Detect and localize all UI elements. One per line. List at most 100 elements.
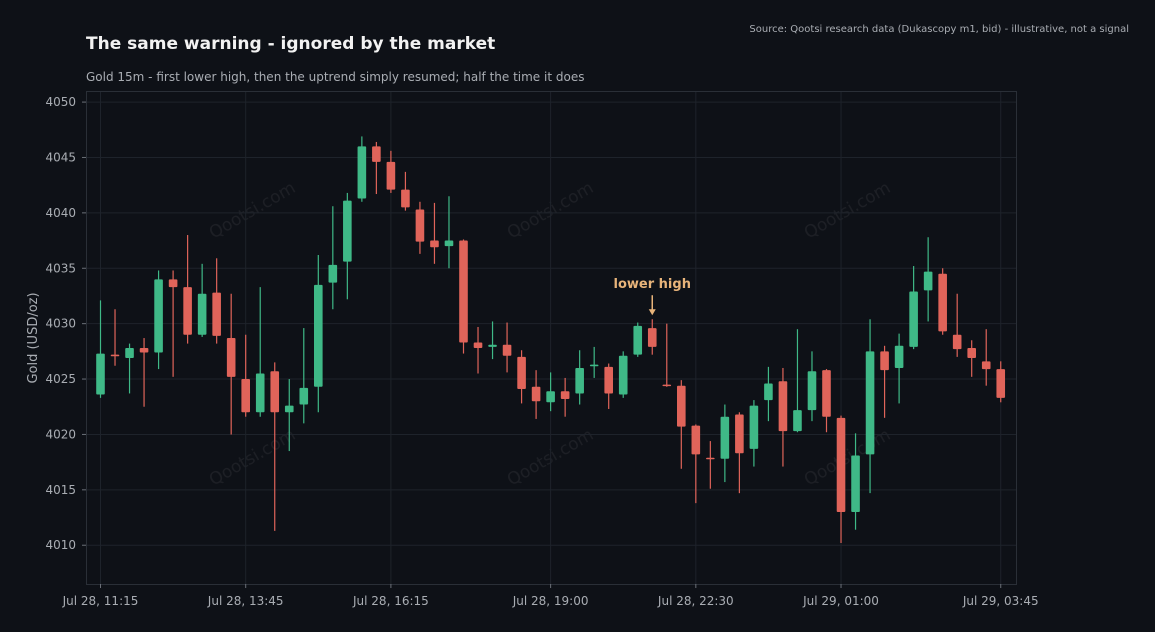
candle-body [299,387,309,405]
candle-body [909,291,918,347]
candle-down [735,412,744,494]
candle-up [488,321,497,360]
candle-up [909,266,918,350]
gridlines [86,91,1016,584]
candle-body [647,328,657,347]
watermark-text: Qootsi.com [801,178,894,243]
candle-body [226,338,236,377]
chart-subtitle: Gold 15m - first lower high, then the up… [86,70,585,84]
candle-body [749,405,759,449]
x-tick-label: Jul 28, 19:00 [512,594,589,608]
candle-body [706,457,715,460]
candle-up [807,351,817,422]
y-tick-label: 4045 [45,150,76,164]
candle-body [735,414,744,454]
candle-down [386,150,396,193]
candle-body [125,348,134,358]
candle-body [691,425,701,455]
x-tick-label: Jul 28, 11:15 [62,594,139,608]
candle-body [923,271,933,291]
candle-up [96,300,105,398]
candle-body [822,370,831,417]
candle-body [764,383,773,401]
candle-up [749,400,759,467]
candle-up [793,329,802,433]
candle-down [473,326,483,374]
candle-up [720,404,730,483]
candle-down [415,201,425,254]
candle-down [517,350,526,404]
candle-down [183,235,192,344]
candle-body [488,344,497,347]
candle-down [139,338,149,407]
candle-body [241,379,250,413]
chart-title: The same warning - ignored by the market [86,34,496,54]
candle-up [589,346,599,378]
candle-body [328,264,338,283]
y-tick-label: 4030 [45,317,76,331]
candle-body [967,348,976,358]
annotation-arrow-head [648,309,656,316]
candle-body [604,366,613,394]
candle-body [459,240,468,343]
y-axis-label: Gold (USD/oz) [26,292,41,383]
candle-body [996,369,1006,398]
candle-up [923,237,933,322]
y-tick-label: 4050 [45,95,76,109]
candle-down [212,258,221,344]
candle-down [604,363,613,409]
candle-down [938,268,947,335]
y-tick-label: 4040 [45,206,76,220]
candle-body [197,293,207,335]
candle-body [589,364,599,367]
candle-up [633,322,643,357]
candle-body [865,351,875,455]
candle-body [284,405,294,413]
candle-body [255,373,265,413]
candle-down [836,415,846,544]
y-tick-label: 4020 [45,427,76,441]
y-tick-label: 4010 [45,538,76,552]
candle-body [880,351,889,371]
candle-body [212,292,221,336]
candle-down [778,367,788,467]
candle-down [822,369,831,433]
candle-down [647,319,657,355]
candle-up [894,333,904,404]
candle-body [444,240,454,247]
candle-body [981,361,991,370]
watermark-layer: Qootsi.com Qootsi.com Qootsi.comQootsi.com… [206,178,894,490]
candle-down [952,293,962,357]
candle-body [778,381,788,432]
watermark-text: Qootsi.com [206,178,299,243]
candle-down [531,370,541,419]
candle-down [226,293,236,435]
candle-up [284,379,294,452]
candle-down [168,270,178,377]
y-tick-label: 4025 [45,372,76,386]
annotation-layer: lower high [614,277,691,316]
x-tick-label: Jul 28, 22:30 [657,594,734,608]
candle-down [677,380,686,469]
candle-body [401,189,410,208]
annotation-label: lower high [614,277,691,292]
candle-down [880,345,889,418]
x-tick-label: Jul 28, 13:45 [207,594,284,608]
source-note: Source: Qootsi research data (Dukascopy … [749,24,1129,35]
candle-up [851,433,860,530]
candle-down [459,239,468,354]
candle-up [328,206,338,310]
candle-body [168,279,178,288]
candle-body [154,279,163,353]
candle-down [241,334,250,417]
candle-body [938,273,947,332]
candle-body [517,356,526,390]
candle-down [110,309,120,366]
candle-body [415,209,425,242]
candle-down [706,441,715,489]
candle-body [473,342,483,349]
candle-down [996,361,1006,403]
candle-body [531,386,541,402]
candle-up [343,192,352,300]
candle-down [560,377,570,417]
